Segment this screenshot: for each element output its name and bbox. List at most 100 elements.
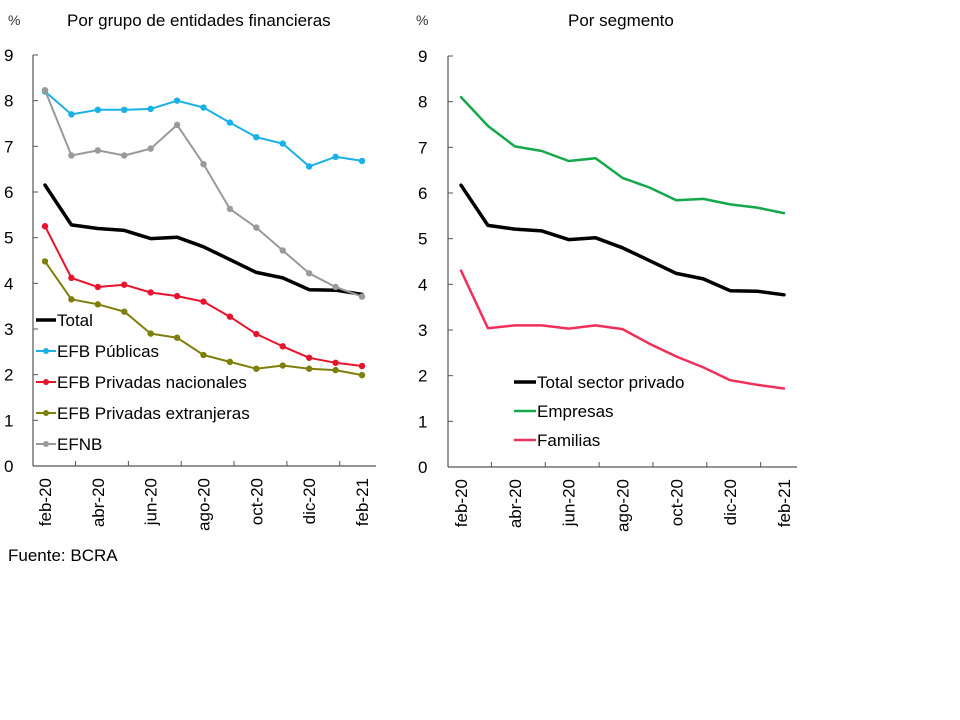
y-tick-label: 3 (418, 321, 427, 340)
data-point (358, 157, 366, 165)
series-familias (459, 269, 786, 390)
data-point (94, 106, 102, 114)
data-point (68, 152, 75, 159)
legend-marker (43, 410, 49, 416)
legend-item: EFNB (36, 435, 102, 454)
data-point (41, 86, 49, 94)
y-tick-label: 6 (4, 183, 13, 202)
data-point (226, 119, 234, 126)
y-unit-label: % (8, 12, 20, 28)
x-tick-label: feb-20 (36, 478, 55, 526)
axes: 0 1 2 3 4 5 6 7 8 9 feb-20 abr-20 jun-20 ago-20 oct-20… (4, 46, 376, 531)
legend-label: Total sector privado (537, 373, 684, 392)
legend-item: Familias (514, 431, 600, 450)
data-point (147, 289, 154, 296)
data-point (226, 358, 234, 366)
y-unit-label: % (416, 12, 428, 28)
legend-item: Total (36, 311, 93, 330)
data-point (68, 296, 75, 303)
data-point (68, 111, 75, 118)
series-line (459, 183, 786, 297)
data-point (358, 293, 366, 300)
legend-item: EFB Privadas extranjeras (36, 404, 250, 423)
data-point (200, 351, 207, 359)
legend-label: EFNB (57, 435, 102, 454)
data-point (226, 313, 234, 320)
y-tick-label: 8 (4, 92, 13, 111)
data-point (358, 371, 366, 379)
y-tick-label: 0 (4, 457, 13, 476)
legend-item: Empresas (514, 402, 614, 421)
series-efb-privadas-extranjeras (41, 258, 366, 379)
axes: 0 1 2 3 4 5 6 7 8 9 feb-20 abr-20 jun-20 ago-20 oct-20… (418, 47, 797, 532)
chart-title: Por grupo de entidades financieras (67, 11, 331, 30)
data-point (305, 163, 313, 170)
data-point (173, 121, 181, 129)
legend-label: Empresas (537, 402, 614, 421)
data-point (253, 224, 260, 231)
data-point (147, 105, 154, 113)
legend-item: EFB Públicas (36, 342, 159, 361)
y-tick-label: 3 (4, 320, 13, 339)
legend: Total EFB Públicas EFB Privadas nacionales… (36, 311, 250, 454)
series-total-sector-privado (459, 183, 786, 297)
data-point (94, 283, 102, 291)
data-point (94, 301, 102, 308)
x-tick-label: feb-21 (775, 479, 794, 527)
y-tick-label: 4 (418, 275, 427, 294)
y-tick-label: 1 (4, 411, 13, 430)
data-point (41, 258, 49, 265)
legend: Total sector privado Empresas Familias (514, 373, 684, 450)
data-point (226, 205, 234, 213)
x-tick-label: abr-20 (89, 478, 108, 527)
chart-title: Por segmento (568, 11, 674, 30)
x-tick-label: jun-20 (560, 479, 579, 527)
legend-label: EFB Privadas nacionales (57, 373, 247, 392)
y-tick-label: 1 (418, 412, 427, 431)
data-point (253, 330, 260, 338)
data-point (121, 106, 128, 114)
data-point (332, 366, 339, 374)
data-point (279, 343, 286, 350)
y-tick-label: 5 (4, 229, 13, 248)
legend-marker (43, 441, 49, 447)
data-point (279, 247, 286, 254)
y-tick-label: 7 (4, 137, 13, 156)
y-tick-label: 4 (4, 274, 13, 293)
data-point (279, 362, 286, 369)
x-tick-label: oct-20 (247, 478, 266, 525)
legend-item: EFB Privadas nacionales (36, 373, 247, 392)
data-point (200, 160, 207, 168)
series-line (44, 89, 363, 298)
x-tick-label: feb-21 (353, 478, 372, 526)
data-point (305, 354, 313, 361)
data-point (332, 283, 339, 291)
x-tick-label: ago-20 (614, 479, 633, 532)
y-tick-label: 9 (418, 47, 427, 66)
y-tick-label: 7 (418, 138, 427, 157)
data-point (332, 153, 339, 161)
data-point (305, 365, 313, 372)
series-efb-p-blicas (41, 88, 366, 170)
series-layer (459, 95, 786, 390)
series-line (459, 95, 786, 215)
legend-label: Total (57, 311, 93, 330)
legend-item: Total sector privado (514, 373, 684, 392)
series-line (44, 90, 363, 168)
series-line (459, 269, 786, 390)
y-tick-label: 9 (4, 46, 13, 65)
y-tick-label: 2 (4, 366, 13, 385)
data-point (147, 330, 154, 337)
x-tick-label: ago-20 (195, 478, 214, 531)
data-point (121, 281, 128, 288)
data-point (173, 97, 181, 104)
data-point (121, 152, 128, 159)
x-tick-label: dic-20 (300, 478, 319, 524)
data-point (68, 274, 75, 282)
data-point (358, 362, 366, 370)
legend-label: EFB Públicas (57, 342, 159, 361)
y-tick-label: 2 (418, 367, 427, 386)
data-point (200, 298, 207, 305)
y-tick-label: 5 (418, 230, 427, 249)
